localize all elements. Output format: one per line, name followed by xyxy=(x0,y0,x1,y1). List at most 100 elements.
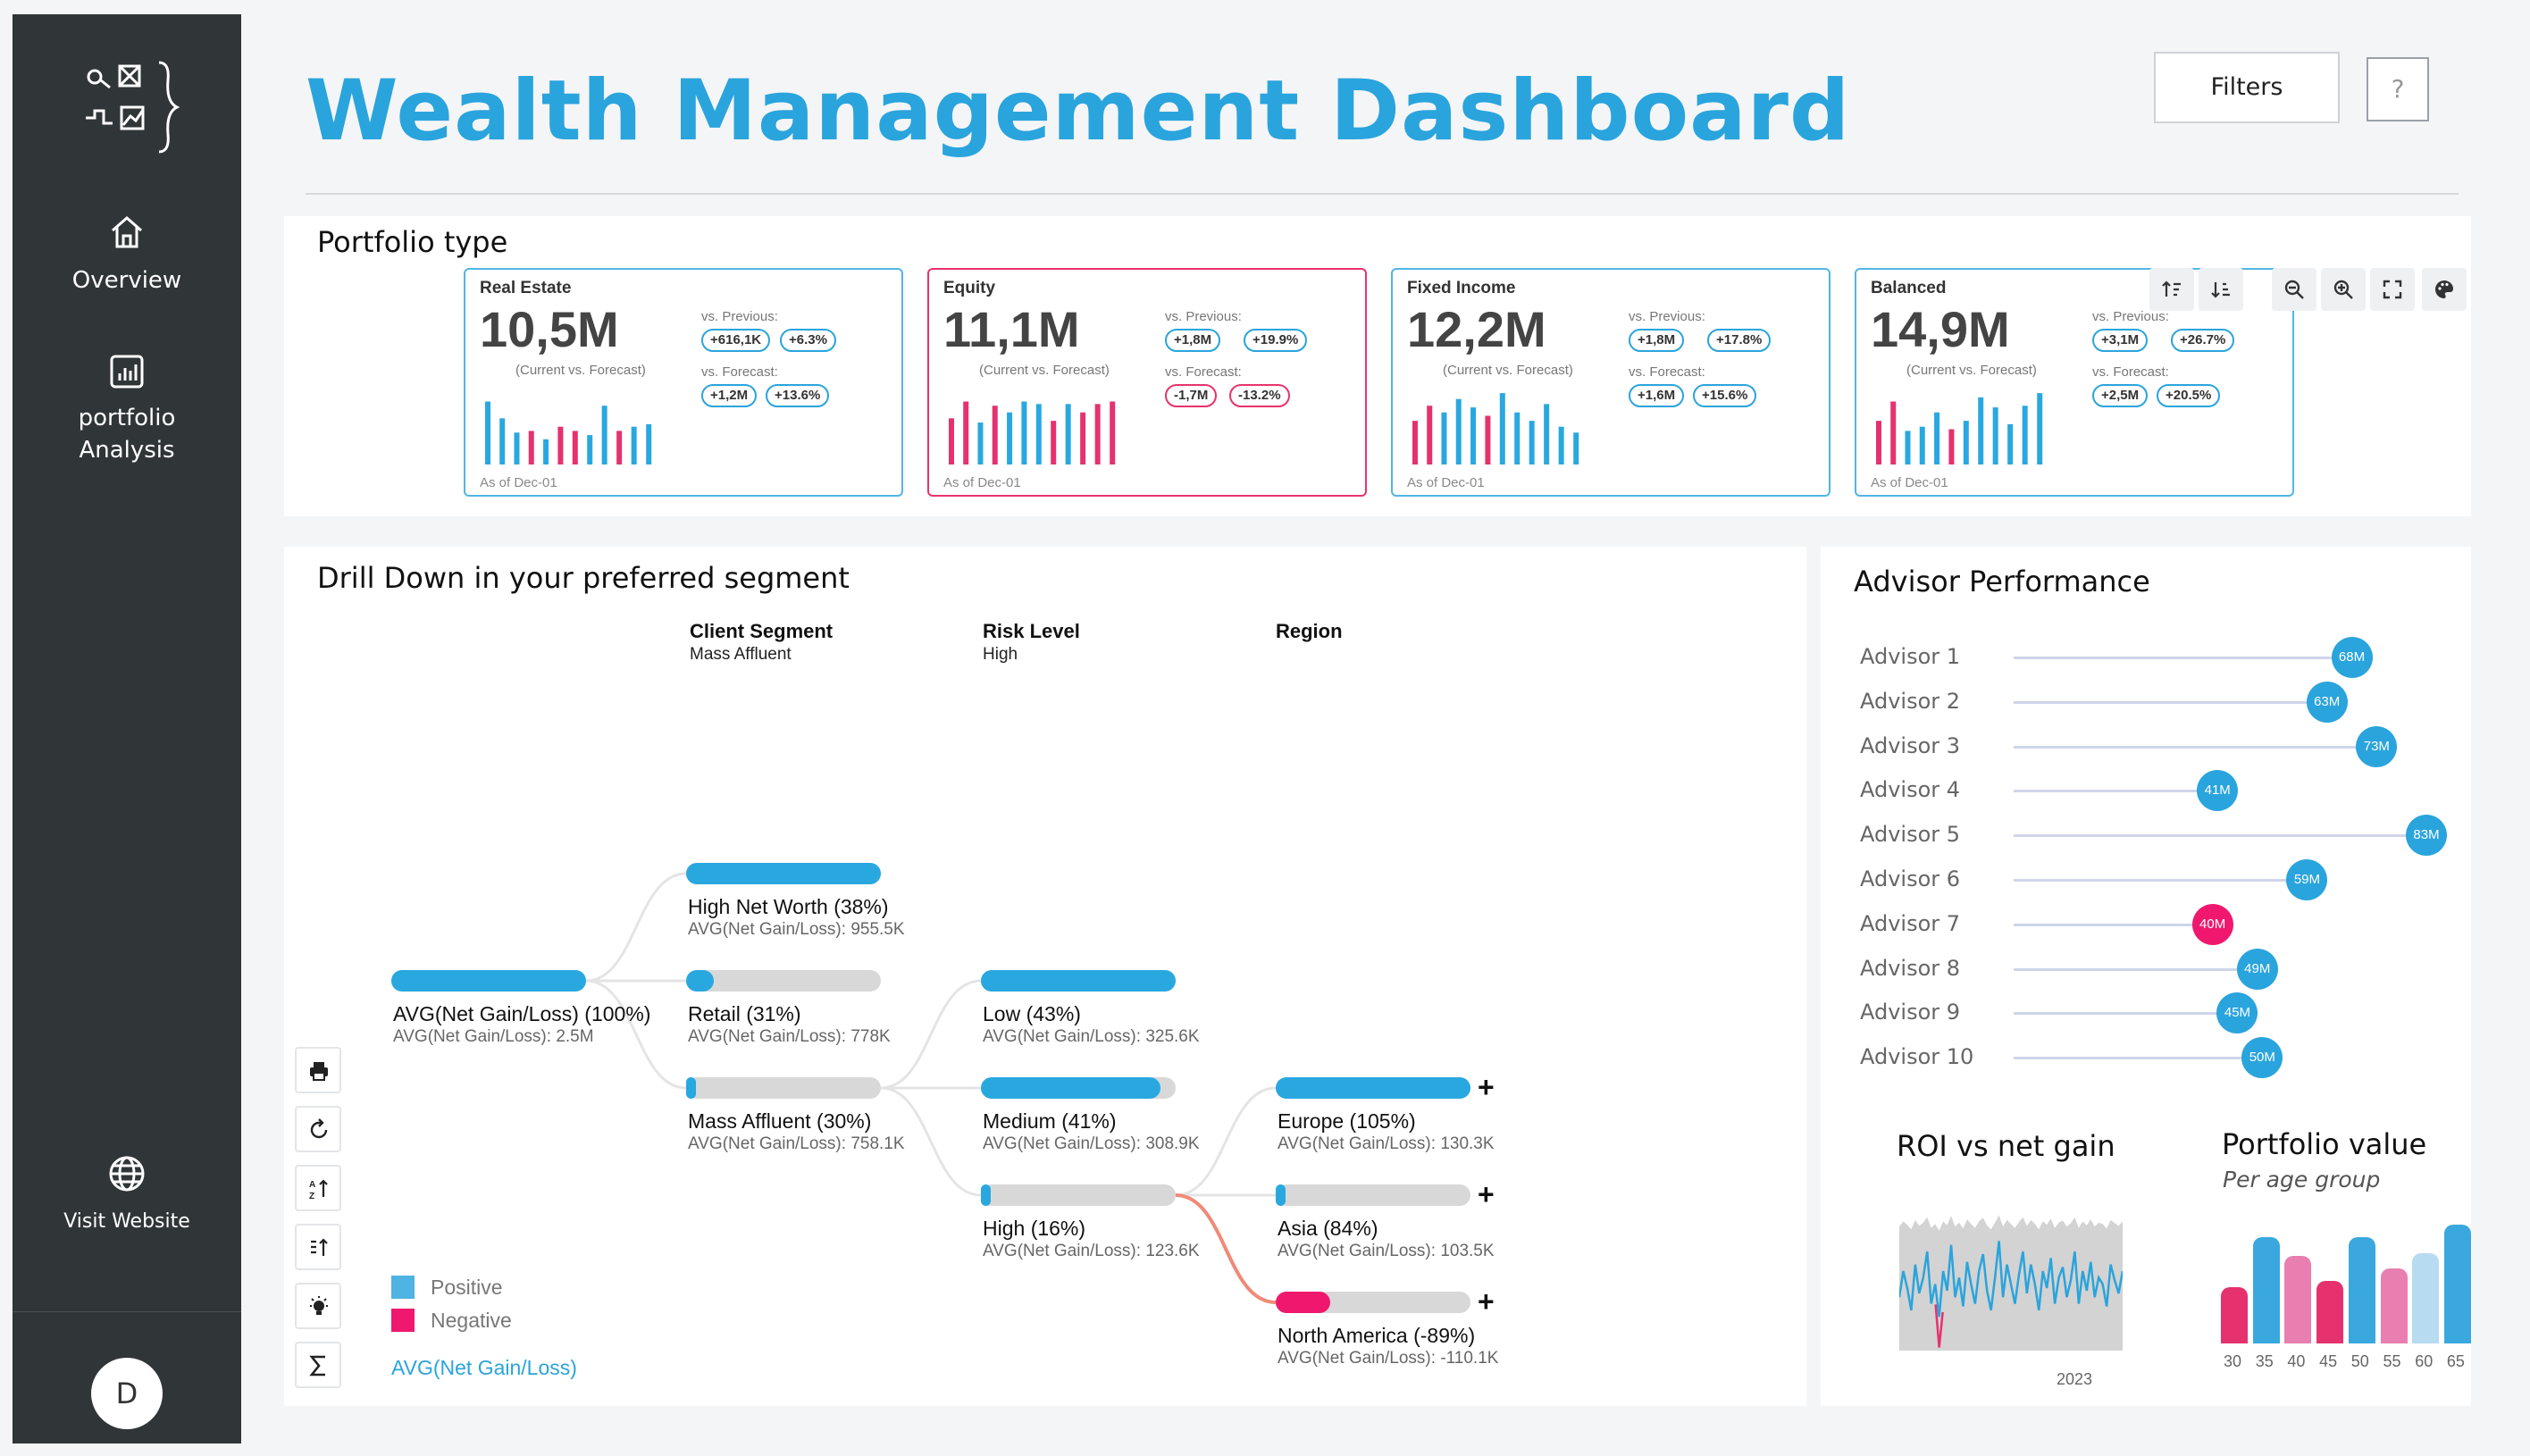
segment-node-bar[interactable] xyxy=(686,863,881,884)
kpi-subtitle: (Current vs. Forecast) xyxy=(1443,363,1573,378)
age-group-tick: 60 xyxy=(2415,1352,2434,1370)
kpi-bar xyxy=(1529,421,1535,464)
svg-text:A: A xyxy=(309,1180,315,1190)
user-avatar[interactable]: D xyxy=(91,1358,163,1429)
kpi-sparkbar-chart xyxy=(949,401,1116,464)
measure-selector[interactable]: AVG(Net Gain/Loss) xyxy=(391,1356,577,1379)
fullscreen-button[interactable] xyxy=(2370,268,2415,311)
root-node-label: AVG(Net Gain/Loss) (100%) xyxy=(393,1002,651,1025)
region-node-bar[interactable] xyxy=(1276,1184,1470,1206)
advisor-lollipop-line xyxy=(2014,1057,2263,1060)
column-head-region: Region xyxy=(1276,620,1343,642)
segment-node-bar-fill xyxy=(686,970,714,992)
reset-button[interactable] xyxy=(295,1106,341,1152)
advisor-value-dot[interactable]: 41M xyxy=(2197,770,2239,812)
kpi-subtitle: (Current vs. Forecast) xyxy=(979,363,1110,378)
region-node-bar-fill xyxy=(1276,1184,1286,1206)
age-group-bar[interactable] xyxy=(2284,1256,2312,1343)
expand-region-button[interactable]: + xyxy=(1478,1285,1495,1318)
expand-region-button[interactable]: + xyxy=(1478,1071,1495,1103)
nav-portfolio-label-1: portfolio xyxy=(78,405,176,431)
connector-root-segment xyxy=(585,979,687,1090)
age-group-bar[interactable] xyxy=(2221,1287,2248,1343)
filters-button[interactable]: Filters xyxy=(2154,52,2340,123)
kpi-bar xyxy=(587,435,593,464)
expand-region-button[interactable]: + xyxy=(1478,1178,1495,1210)
kpi-bar xyxy=(1948,429,1955,464)
zoom-in-button[interactable] xyxy=(2321,268,2366,311)
risk-node-label: High (16%) xyxy=(983,1217,1086,1240)
advisor-value-dot[interactable]: 50M xyxy=(2241,1037,2283,1079)
risk-node-bar-fill xyxy=(981,970,1176,992)
segment-node-bar[interactable] xyxy=(686,1077,881,1099)
kpi-card[interactable]: Real Estate 10,5M (Current vs. Forecast) As… xyxy=(464,268,903,497)
age-group-bar[interactable] xyxy=(2316,1281,2344,1343)
print-button[interactable] xyxy=(295,1047,341,1093)
advisor-name: Advisor 2 xyxy=(1860,688,1961,714)
region-node-bar[interactable] xyxy=(1276,1077,1470,1099)
kpi-sparkbar-chart xyxy=(485,401,652,464)
region-node-bar[interactable] xyxy=(1276,1292,1470,1313)
age-group-bar[interactable] xyxy=(2412,1253,2440,1343)
segment-node-bar[interactable] xyxy=(686,970,881,992)
print-icon xyxy=(310,1062,328,1081)
segment-node-label: Retail (31%) xyxy=(688,1002,801,1025)
advisor-value-dot[interactable]: 68M xyxy=(2331,637,2373,678)
risk-node-bar[interactable] xyxy=(981,1184,1176,1206)
nav-portfolio-label-2: Analysis xyxy=(79,437,175,464)
sort-ascending-button[interactable] xyxy=(2149,268,2194,311)
aggregation-button[interactable] xyxy=(295,1342,341,1388)
age-group-bar[interactable] xyxy=(2380,1268,2408,1343)
kpi-card[interactable]: Equity 11,1M (Current vs. Forecast) As of D… xyxy=(927,268,1367,497)
risk-node-bar[interactable] xyxy=(981,970,1176,992)
kpi-bar xyxy=(499,418,506,464)
sidebar-divider xyxy=(13,1311,241,1312)
sort-descending-button[interactable] xyxy=(2199,268,2243,311)
risk-node-bar[interactable] xyxy=(981,1077,1176,1099)
nav-portfolio-analysis[interactable]: portfolio Analysis xyxy=(13,354,241,466)
zoom-out-icon xyxy=(2284,280,2304,299)
sort-value-button[interactable] xyxy=(295,1224,341,1270)
kpi-bar xyxy=(631,426,637,464)
age-group-bar[interactable] xyxy=(2443,1225,2471,1343)
home-icon xyxy=(112,216,142,248)
age-group-bar[interactable] xyxy=(2252,1237,2280,1343)
nav-overview[interactable]: Overview xyxy=(13,213,241,297)
advisor-lollipop-line xyxy=(2014,967,2258,971)
advisor-lollipop-line xyxy=(2014,790,2218,793)
globe-icon xyxy=(109,1156,145,1192)
kpi-card[interactable]: Fixed Income 12,2M (Current vs. Forecast) A… xyxy=(1391,268,1830,497)
region-node-label: North America (-89%) xyxy=(1278,1324,1476,1347)
risk-node-label: Low (43%) xyxy=(983,1002,1081,1025)
nav-visit-website[interactable]: Visit Website xyxy=(13,1154,241,1238)
advisor-value-dot[interactable]: 63M xyxy=(2306,681,2348,723)
advisor-value-dot[interactable]: 59M xyxy=(2286,859,2328,900)
kpi-subtitle: (Current vs. Forecast) xyxy=(1906,363,2037,378)
segment-node-label: High Net Worth (38%) xyxy=(688,895,889,918)
age-group-bar[interactable] xyxy=(2348,1237,2375,1343)
sort-value-icon xyxy=(311,1238,328,1256)
help-button[interactable]: ? xyxy=(2367,57,2429,121)
zoom-out-button[interactable] xyxy=(2272,268,2316,311)
palette-button[interactable] xyxy=(2422,268,2467,311)
sort-descending-icon xyxy=(2211,282,2230,298)
advisor-value-dot[interactable]: 45M xyxy=(2216,992,2258,1034)
kpi-bar xyxy=(1065,404,1071,464)
advisor-value-dot[interactable]: 83M xyxy=(2406,815,2447,857)
advisor-lollipop-line xyxy=(2014,834,2426,838)
advisor-value-dot[interactable]: 40M xyxy=(2191,903,2233,945)
advisor-value-dot[interactable]: 73M xyxy=(2356,725,2398,767)
region-node-value: AVG(Net Gain/Loss): 130.3K xyxy=(1278,1134,1495,1153)
kpi-bar xyxy=(1051,421,1057,464)
insights-button[interactable] xyxy=(295,1283,341,1329)
kpi-bar xyxy=(977,423,984,464)
advisor-value-dot[interactable]: 49M xyxy=(2236,948,2278,990)
kpi-bar xyxy=(601,406,607,464)
legend-negative-label: Negative xyxy=(431,1309,512,1332)
root-node-bar[interactable] xyxy=(391,970,586,992)
region-node-label: Europe (105%) xyxy=(1278,1109,1416,1133)
kpi-forecast-abs-badge: +2,5M xyxy=(2092,384,2149,407)
kpi-as-of: As of Dec-01 xyxy=(1407,475,1485,490)
